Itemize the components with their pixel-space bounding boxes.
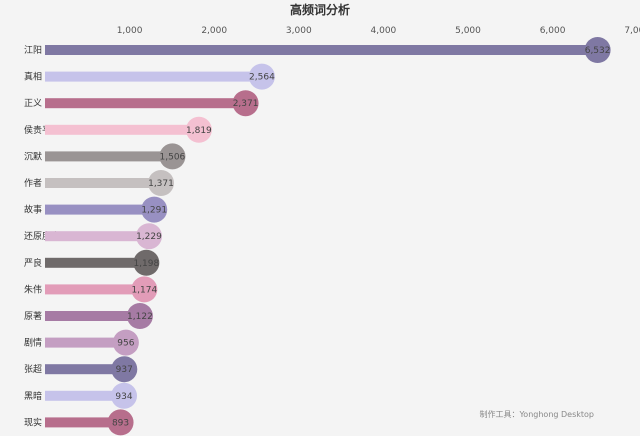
lollipop-head[interactable]: [232, 90, 259, 117]
bar[interactable]: [45, 71, 262, 82]
value-label: 1,291: [141, 206, 167, 216]
value-label: 1,174: [131, 285, 157, 295]
lollipop-head[interactable]: [584, 37, 611, 63]
category-label: 原著: [24, 310, 42, 322]
category-label: 现实: [24, 416, 42, 428]
category-label: 故事: [24, 204, 42, 216]
bar[interactable]: [45, 284, 145, 295]
category-label: 严良: [24, 257, 42, 269]
value-label: 937: [116, 365, 133, 375]
value-label: 1,198: [133, 259, 159, 269]
lollipop-head[interactable]: [107, 409, 134, 436]
category-label: 作者: [24, 177, 42, 189]
footer-credit: 制作工具：Yonghong Desktop: [479, 409, 594, 419]
chart-title: 高频词分析: [290, 2, 350, 17]
category-label: 剧情: [24, 337, 42, 349]
lollipop-head[interactable]: [147, 170, 174, 196]
value-label: 2,371: [233, 99, 259, 109]
lollipop-head[interactable]: [111, 382, 138, 409]
category-label: 侯贵平: [24, 124, 51, 136]
value-label: 1,506: [160, 152, 186, 162]
lollipop-head[interactable]: [141, 196, 168, 223]
category-label: 黑暗: [24, 390, 42, 402]
lollipop-head[interactable]: [133, 249, 160, 276]
x-tick-label: 6,000: [540, 26, 566, 36]
value-label: 1,122: [127, 312, 153, 322]
bar[interactable]: [45, 151, 173, 162]
lollipop-head[interactable]: [131, 276, 158, 303]
bar[interactable]: [45, 311, 140, 321]
lollipop-head[interactable]: [248, 63, 275, 90]
x-tick-label: 4,000: [371, 26, 397, 36]
bar[interactable]: [45, 178, 161, 188]
x-tick-label: 2,000: [201, 26, 227, 36]
lollipop-head[interactable]: [111, 356, 138, 383]
bar[interactable]: [45, 231, 149, 242]
bar[interactable]: [45, 204, 155, 215]
bar[interactable]: [45, 417, 121, 428]
value-label: 934: [115, 392, 132, 402]
category-label: 朱伟: [24, 283, 42, 295]
lollipop-head[interactable]: [135, 223, 162, 250]
value-label: 6,532: [585, 46, 611, 56]
category-label: 正义: [24, 98, 42, 109]
category-label: 江阳: [24, 45, 42, 56]
lollipop-head[interactable]: [159, 143, 186, 170]
x-tick-label: 1,000: [117, 26, 143, 36]
value-label: 2,564: [249, 73, 275, 83]
value-label: 1,371: [148, 179, 174, 189]
value-label: 956: [117, 339, 134, 349]
value-label: 893: [112, 418, 129, 428]
bar[interactable]: [45, 98, 246, 109]
bar[interactable]: [45, 364, 125, 375]
x-tick-label: 5,000: [455, 26, 481, 36]
x-axis-ticks: 1,000 2,000 3,000 4,000 5,000 6,000 7,000: [117, 26, 640, 36]
category-label: 真相: [24, 71, 42, 83]
lollipop-head[interactable]: [126, 303, 153, 329]
x-tick-label: 7,000: [624, 26, 640, 36]
bar[interactable]: [45, 45, 598, 55]
category-label: 张超: [24, 363, 42, 375]
bar[interactable]: [45, 390, 125, 401]
chart-rows: 江阳 6,532 真相 2,564 正义 2,371 侯贵平 1,819 沉默 1,506 作者 1,…: [24, 37, 611, 436]
lollipop-head[interactable]: [112, 329, 139, 356]
category-label: 沉默: [24, 151, 42, 162]
value-label: 1,819: [186, 126, 212, 136]
value-label: 1,229: [136, 232, 162, 242]
lollipop-head[interactable]: [185, 116, 212, 143]
bar[interactable]: [45, 124, 199, 135]
bar[interactable]: [45, 257, 147, 268]
bar[interactable]: [45, 337, 126, 348]
x-tick-label: 3,000: [286, 26, 312, 36]
